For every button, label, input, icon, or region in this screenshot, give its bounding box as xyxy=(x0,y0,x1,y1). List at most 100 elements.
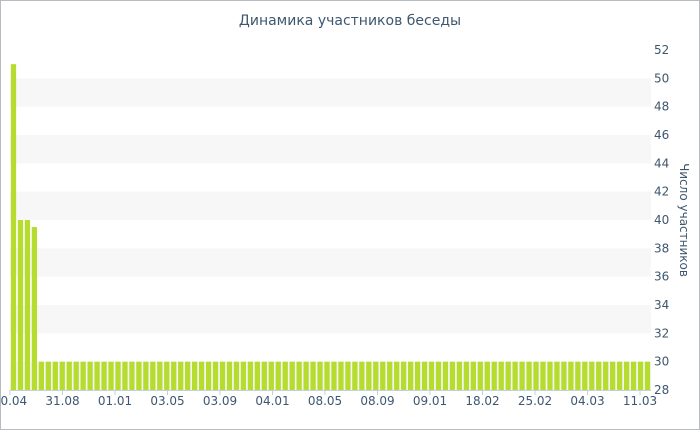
bar xyxy=(352,361,358,390)
bar xyxy=(164,361,170,390)
bar xyxy=(171,361,177,390)
bar xyxy=(610,361,616,390)
bar xyxy=(198,361,205,390)
x-tick-label: 04.01 xyxy=(255,394,289,408)
bar xyxy=(24,220,31,390)
bar xyxy=(80,361,86,390)
x-tick-label: 04.03 xyxy=(570,394,604,408)
bar xyxy=(122,361,128,390)
bar xyxy=(233,361,240,390)
bar xyxy=(331,361,337,390)
bar xyxy=(449,361,456,390)
y-tick-label: 52 xyxy=(654,43,669,57)
y-tick-label: 38 xyxy=(654,241,669,255)
bar xyxy=(637,361,644,390)
bar xyxy=(296,361,302,390)
bar xyxy=(115,361,121,390)
bar xyxy=(178,361,184,390)
y-tick-label: 28 xyxy=(654,383,669,397)
bar xyxy=(191,361,198,390)
bar xyxy=(157,361,163,390)
bar xyxy=(185,361,191,390)
bar xyxy=(582,361,588,390)
x-tick-label: 09.01 xyxy=(413,394,447,408)
x-tick-label: 30.04 xyxy=(0,394,27,408)
bar xyxy=(623,361,630,390)
grid-band xyxy=(10,305,651,334)
bar xyxy=(87,361,93,390)
x-tick-label: 03.05 xyxy=(150,394,184,408)
x-tick-label: 25.02 xyxy=(518,394,552,408)
bar xyxy=(533,361,539,390)
bar xyxy=(616,361,623,390)
bar xyxy=(10,64,17,391)
y-tick-labels: 28 30 32 34 36 38 40 42 44 46 48 50 52 xyxy=(654,43,669,397)
bar xyxy=(589,361,595,390)
x-tick-labels: 30.04 31.08 01.01 03.05 03.09 04.01 08.05 08.09… xyxy=(0,390,657,408)
bar xyxy=(407,361,414,390)
x-tick-label: 01.01 xyxy=(98,394,132,408)
bar xyxy=(491,361,497,390)
bar xyxy=(310,361,316,390)
x-tick-label: 08.05 xyxy=(308,394,342,408)
bar xyxy=(526,361,532,390)
y-tick-label: 48 xyxy=(654,100,669,114)
y-axis-label: Число участников xyxy=(677,163,691,277)
bar xyxy=(630,361,637,390)
bar xyxy=(554,361,560,390)
grid-band xyxy=(10,191,651,220)
y-tick-label: 42 xyxy=(654,185,669,199)
x-tick-label: 03.09 xyxy=(203,394,237,408)
bar xyxy=(94,361,100,390)
bar xyxy=(275,361,281,390)
y-tick-label: 34 xyxy=(654,298,669,312)
y-tick-label: 30 xyxy=(654,355,669,369)
bar xyxy=(324,361,330,390)
bar xyxy=(17,220,24,390)
y-tick-label: 40 xyxy=(654,213,669,227)
bar xyxy=(59,361,65,390)
bar xyxy=(52,361,58,390)
bar xyxy=(338,361,344,390)
bar xyxy=(456,361,463,390)
bar xyxy=(484,361,490,390)
bars xyxy=(10,64,651,391)
bar xyxy=(477,361,483,390)
bar xyxy=(547,361,553,390)
bar xyxy=(603,361,609,390)
x-tick-label: 31.08 xyxy=(45,394,79,408)
bar xyxy=(247,361,254,390)
bar xyxy=(373,361,379,390)
bar xyxy=(463,361,470,390)
bar xyxy=(505,361,511,390)
bar xyxy=(421,361,428,390)
bar xyxy=(498,361,504,390)
bar xyxy=(219,361,226,390)
bar xyxy=(387,361,393,390)
bar xyxy=(150,361,156,390)
bar xyxy=(212,361,219,390)
chart-title: Динамика участников беседы xyxy=(238,13,462,29)
y-tick-label: 32 xyxy=(654,326,669,340)
bar xyxy=(380,361,386,390)
bar xyxy=(540,361,546,390)
bar xyxy=(254,361,260,390)
bar xyxy=(38,361,45,390)
bar xyxy=(470,361,476,390)
bar xyxy=(345,361,351,390)
bar xyxy=(512,361,518,390)
bar xyxy=(101,361,107,390)
bar xyxy=(435,361,442,390)
bar xyxy=(414,361,421,390)
grid-band xyxy=(10,135,651,164)
bar xyxy=(261,361,267,390)
y-tick-label: 44 xyxy=(654,156,669,170)
bar xyxy=(401,361,407,390)
bar xyxy=(240,361,247,390)
bar xyxy=(317,361,323,390)
y-tick-label: 46 xyxy=(654,128,669,142)
bar xyxy=(66,361,72,390)
bar xyxy=(428,361,435,390)
y-tick-label: 36 xyxy=(654,270,669,284)
bar xyxy=(31,227,38,390)
